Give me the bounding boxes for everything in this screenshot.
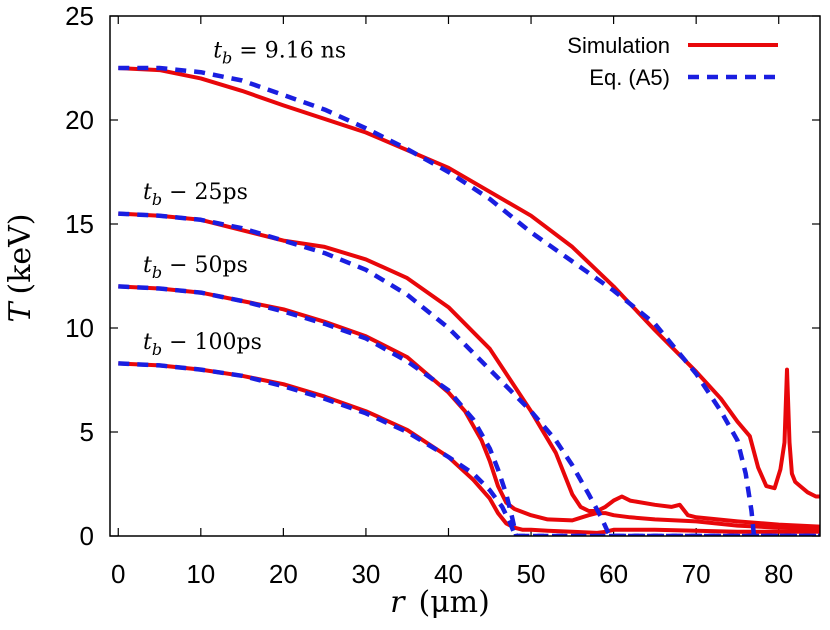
model-curve-t-b-50ps-eq-a5-: [118, 284, 820, 536]
y-tick-label: 10: [65, 313, 94, 343]
x-axis-var: r: [390, 585, 406, 620]
y-axis-unit: (keV): [3, 213, 38, 294]
simulation-curve-t-b-50ps-simulation: [118, 284, 820, 531]
y-axis-var: T: [3, 301, 38, 323]
model-curve-t-b-100ps-eq-a5-: [118, 361, 820, 536]
series-layer: [118, 65, 820, 536]
legend: Simulation Eq. (A5): [567, 33, 778, 90]
y-tick-label: 5: [80, 417, 94, 447]
simulation-curve-t-b-9-16-ns-simulation: [118, 66, 820, 499]
y-tick-label: 0: [80, 521, 94, 551]
x-axis-unit: (μm): [418, 585, 489, 620]
model-curve-t-b-25ps-eq-a5-: [118, 211, 820, 536]
legend-label-eq-a5: Eq. (A5): [589, 65, 670, 90]
plot-frame: [109, 15, 821, 537]
x-tick-label: 10: [186, 559, 215, 589]
x-tick-label: 30: [351, 559, 380, 589]
x-tick-label: 80: [764, 559, 793, 589]
simulation-curve-t-b-25ps-simulation: [118, 211, 820, 529]
x-tick-label: 50: [517, 559, 546, 589]
curve-label-0: tb = 9.16 ns: [213, 39, 346, 68]
curve-label-2: tb − 50ps: [143, 253, 248, 282]
x-tick-label: 20: [269, 559, 298, 589]
x-tick-label: 0: [111, 559, 125, 589]
y-tick-label: 20: [65, 105, 94, 135]
simulation-curve-t-b-100ps-simulation: [118, 361, 820, 535]
x-tick-label: 60: [599, 559, 628, 589]
y-tick-label: 25: [65, 1, 94, 31]
legend-label-simulation: Simulation: [567, 33, 670, 58]
y-axis-title: T (keV): [3, 213, 38, 322]
curve-label-1: tb − 25ps: [143, 180, 248, 209]
model-curve-t-b-9-16-ns-eq-a5-: [118, 65, 820, 536]
curve-labels: tb = 9.16 ns tb − 25ps tb − 50ps tb − 100ps: [143, 39, 346, 359]
x-axis-title: r (μm): [390, 585, 490, 620]
curve-label-3: tb − 100ps: [143, 330, 262, 359]
y-tick-label: 15: [65, 209, 94, 239]
x-tick-label: 40: [434, 559, 463, 589]
x-tick-label: 70: [682, 559, 711, 589]
tick-labels: 0 10 20 30 40 50 60 70 80 0 5 10 15 20 25: [65, 1, 793, 589]
